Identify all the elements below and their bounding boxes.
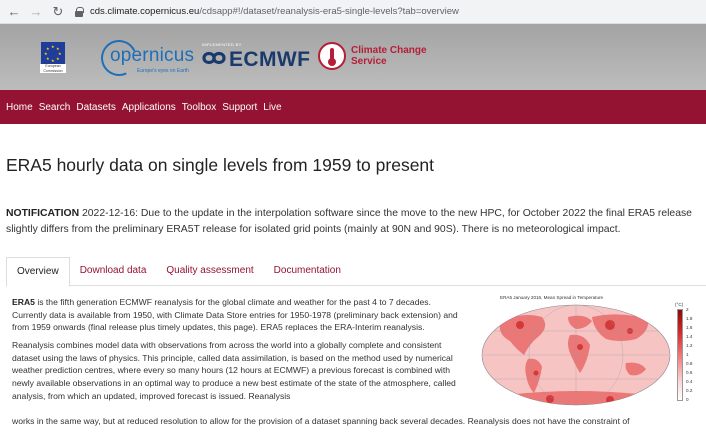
- overview-paragraph-1: ERA5 is the fifth generation ECMWF reana…: [12, 296, 462, 334]
- reload-icon[interactable]: ↻: [52, 3, 64, 19]
- back-arrow-icon[interactable]: ←: [7, 4, 21, 19]
- c3s-line2: Service: [351, 56, 387, 67]
- copernicus-name: opernicus: [110, 45, 195, 66]
- browser-toolbar: ← → ↻ cds.climate.copernicus.eu/cdsapp#!…: [0, 0, 706, 24]
- world-map-image: [481, 304, 671, 406]
- ecmwf-name: ECMWF: [229, 48, 311, 71]
- c3s-line1: Climate Change: [351, 45, 427, 56]
- copernicus-tagline: Europe's eyes on Earth: [137, 68, 189, 74]
- notification: NOTIFICATION 2022-12-16: Due to the upda…: [6, 206, 702, 237]
- colorbar-tick: 1.8: [686, 316, 693, 321]
- colorbar-tick: 0.4: [686, 379, 693, 384]
- colorbar-tick: 0.2: [686, 388, 693, 393]
- url-path: /cdsapp#!/dataset/reanalysis-era5-single…: [199, 6, 459, 17]
- overview-p1-text: is the fifth generation ECMWF reanalysis…: [12, 297, 458, 333]
- nav-toolbox[interactable]: Toolbox: [181, 101, 217, 113]
- tab-documentation[interactable]: Documentation: [273, 265, 341, 276]
- map-title: ERA5 January 2016, Mean Spread in Temper…: [500, 295, 604, 300]
- tab-download-data[interactable]: Download data: [79, 265, 147, 276]
- colorbar-tick: 0.8: [686, 361, 693, 366]
- lock-icon: [74, 6, 84, 17]
- colorbar-tick: 0: [686, 397, 689, 402]
- nav-datasets[interactable]: Datasets: [76, 101, 116, 113]
- implemented-by-label: IMPLEMENTED BY: [202, 42, 242, 47]
- colorbar: [677, 309, 683, 401]
- nav-search[interactable]: Search: [38, 101, 71, 113]
- notification-text: 2022-12-16: Due to the update in the int…: [6, 208, 692, 235]
- temperature-spread-map: ERA5 January 2016, Mean Spread in Temper…: [470, 291, 706, 415]
- nav-home[interactable]: Home: [6, 101, 33, 113]
- colorbar-tick: 1.4: [686, 334, 693, 339]
- ecmwf-logo[interactable]: IMPLEMENTED BY ECMWF: [202, 42, 312, 72]
- overview-paragraph-2-cont: works in the same way, but at reduced re…: [12, 416, 630, 426]
- copernicus-logo[interactable]: opernicus Europe's eyes on Earth: [95, 34, 203, 82]
- nav-live[interactable]: Live: [263, 101, 282, 113]
- c3s-logo[interactable]: Climate Change Service: [318, 40, 438, 74]
- forward-arrow-icon[interactable]: →: [29, 4, 43, 19]
- url-host: cds.climate.copernicus.eu: [90, 6, 200, 17]
- tab-quality-assessment[interactable]: Quality assessment: [166, 265, 254, 276]
- main-nav: Home Search Datasets Applications Toolbo…: [0, 90, 706, 124]
- overview-text: ERA5 is the fifth generation ECMWF reana…: [12, 296, 462, 408]
- colorbar-tick: 1.6: [686, 325, 693, 330]
- eu-flag-logo[interactable]: ★ ★ ★ ★ ★ ★ ★ ★: [41, 42, 65, 64]
- nav-applications[interactable]: Applications: [121, 101, 176, 113]
- overview-paragraph-2: Reanalysis combines model data with obse…: [12, 340, 456, 401]
- thermometer-icon: [318, 42, 346, 70]
- colorbar-tick: 1.2: [686, 343, 693, 348]
- logo-header: ★ ★ ★ ★ ★ ★ ★ ★ European Commission opernicus E…: [0, 24, 706, 90]
- tab-bar: Overview Download data Quality assessmen…: [6, 257, 706, 287]
- colorbar-tick: 1: [686, 352, 689, 357]
- colorbar-tick: 0.6: [686, 370, 693, 375]
- eu-label: European Commission: [40, 64, 66, 73]
- notification-label: NOTIFICATION: [6, 208, 80, 219]
- tab-overview[interactable]: Overview: [6, 257, 70, 287]
- address-bar[interactable]: cds.climate.copernicus.eu/cdsapp#!/datas…: [74, 2, 700, 21]
- c3s-name: Climate Change Service: [351, 45, 427, 67]
- era5-bold: ERA5: [12, 297, 35, 307]
- colorbar-tick: 2: [686, 307, 689, 312]
- page-title: ERA5 hourly data on single levels from 1…: [6, 155, 435, 175]
- colorbar-unit: (°C): [675, 302, 684, 307]
- nav-support[interactable]: Support: [222, 101, 258, 113]
- ecmwf-arrows-icon: [202, 51, 226, 65]
